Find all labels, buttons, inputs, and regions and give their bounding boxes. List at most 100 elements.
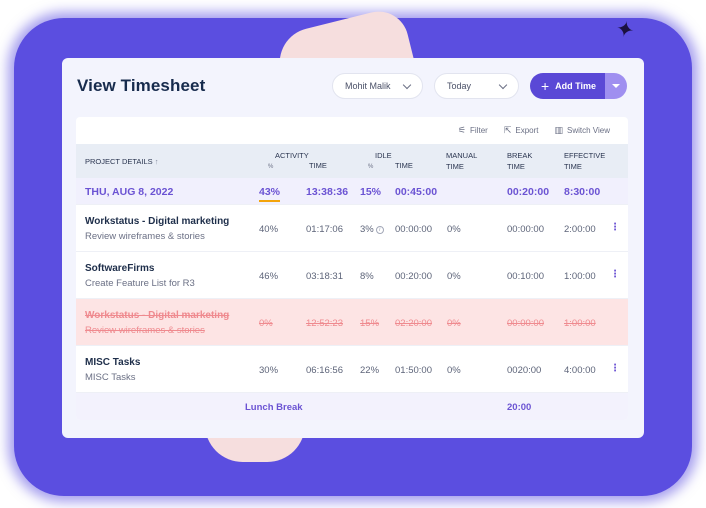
- filter-button[interactable]: ⚟ Filter: [458, 125, 488, 136]
- caret-down-icon: [612, 84, 620, 88]
- timesheet-table: ⚟ Filter ⇱ Export ▥ Switch View PROJECT …: [76, 117, 628, 420]
- activity-pct: 46%: [259, 271, 279, 282]
- break-time: 0020:00: [507, 365, 542, 376]
- summary-activity-time: 13:38:36: [306, 186, 349, 198]
- summary-idle-pct: 15%: [360, 186, 382, 198]
- more-options-icon[interactable]: ⋮: [610, 363, 620, 374]
- switch-view-button[interactable]: ▥ Switch View: [555, 125, 611, 136]
- sort-arrow-icon: ↑: [154, 157, 159, 166]
- break-time: 00:00:00: [507, 224, 544, 235]
- add-time-button-group: + Add Time: [530, 73, 627, 99]
- activity-time: 03:18:31: [306, 271, 343, 282]
- break-time: 00:10:00: [507, 271, 544, 282]
- activity-pct: 40%: [259, 224, 279, 235]
- column-idle-time: TIME: [395, 161, 413, 170]
- chevron-down-icon: [498, 80, 508, 89]
- add-time-options-button[interactable]: [605, 73, 627, 99]
- idle-pct: 15%: [360, 318, 380, 329]
- column-activity-time: TIME: [309, 161, 327, 170]
- table-row-deleted[interactable]: Workstatus - Digital marketing Review wi…: [76, 299, 628, 346]
- activity-pct: 0%: [259, 318, 273, 329]
- task-name: MISC Tasks: [85, 372, 136, 383]
- timesheet-card: View Timesheet Mohit Malik Today + Add T…: [62, 58, 644, 438]
- table-row[interactable]: SoftwareFirms Create Feature List for R3…: [76, 252, 628, 299]
- date-summary-row: THU, AUG 8, 2022 43% 13:38:36 15% 00:45:…: [76, 178, 628, 205]
- chevron-down-icon: [402, 80, 412, 89]
- activity-time: 06:16:56: [306, 365, 343, 376]
- sparkle-icon: ✦: [613, 15, 637, 44]
- idle-pct: 22%: [360, 365, 380, 376]
- user-dropdown[interactable]: Mohit Malik: [332, 73, 423, 99]
- add-time-label: Add Time: [555, 81, 597, 91]
- activity-time: 01:17:06: [306, 224, 343, 235]
- summary-break-time: 00:20:00: [507, 186, 550, 198]
- break-duration: 20:00: [507, 402, 532, 413]
- add-time-button[interactable]: + Add Time: [530, 73, 605, 99]
- table-row[interactable]: Workstatus - Digital marketing Review wi…: [76, 205, 628, 252]
- break-row[interactable]: Lunch Break 20:00: [76, 393, 628, 420]
- idle-time: 00:00:00: [395, 224, 432, 235]
- summary-effective-time: 8:30:00: [564, 186, 601, 198]
- column-label: BREAK: [507, 151, 533, 160]
- more-options-icon[interactable]: ⋮: [610, 269, 620, 280]
- idle-pct-wrap: 3% i: [360, 224, 384, 235]
- export-button[interactable]: ⇱ Export: [504, 125, 539, 136]
- effective-time: 4:00:00: [564, 365, 596, 376]
- column-label: PROJECT DETAILS: [85, 157, 153, 166]
- page-title: View Timesheet: [77, 76, 206, 95]
- summary-date: THU, AUG 8, 2022: [85, 186, 174, 198]
- break-time: 00:00:00: [507, 318, 544, 329]
- summary-idle-time: 00:45:00: [395, 186, 438, 198]
- column-label: TIME: [564, 162, 582, 171]
- column-project-details[interactable]: PROJECT DETAILS ↑: [85, 157, 159, 166]
- project-name: Workstatus - Digital marketing: [85, 310, 230, 321]
- idle-time: 01:50:00: [395, 365, 432, 376]
- activity-pct: 30%: [259, 365, 279, 376]
- user-dropdown-value: Mohit Malik: [345, 81, 391, 91]
- project-name: Workstatus - Digital marketing: [85, 216, 230, 227]
- column-label: TIME: [507, 162, 525, 171]
- more-options-icon[interactable]: ⋮: [610, 222, 620, 233]
- date-dropdown-value: Today: [447, 81, 472, 91]
- manual-time: 0%: [447, 318, 461, 329]
- column-break-time: BREAK TIME: [507, 151, 532, 171]
- idle-time: 00:20:00: [395, 271, 432, 282]
- filter-icon: ⚟: [457, 125, 467, 135]
- filter-label: Filter: [470, 126, 488, 135]
- task-name: Review wireframes & stories: [85, 325, 205, 336]
- effective-time: 1:00:00: [564, 318, 596, 329]
- table-row[interactable]: MISC Tasks MISC Tasks 30% 06:16:56 22% 0…: [76, 346, 628, 393]
- switch-view-label: Switch View: [567, 126, 610, 135]
- summary-activity-pct: 43%: [259, 186, 281, 202]
- column-activity: ACTIVITY: [275, 151, 309, 160]
- export-icon: ⇱: [503, 125, 512, 135]
- task-name: Create Feature List for R3: [85, 278, 195, 289]
- column-activity-pct: %: [268, 164, 274, 170]
- manual-time: 0%: [447, 365, 461, 376]
- bar-chart-icon: ▥: [554, 125, 564, 135]
- column-idle-pct: %: [368, 164, 374, 170]
- export-label: Export: [515, 126, 539, 135]
- column-label: TIME: [446, 162, 464, 171]
- column-manual-time: MANUAL TIME: [446, 151, 477, 171]
- plus-icon: +: [540, 78, 550, 94]
- date-range-dropdown[interactable]: Today: [434, 73, 519, 99]
- project-name: MISC Tasks: [85, 357, 141, 368]
- info-icon[interactable]: i: [375, 226, 384, 234]
- table-header: PROJECT DETAILS ↑ ACTIVITY % TIME IDLE %…: [76, 144, 628, 178]
- effective-time: 1:00:00: [564, 271, 596, 282]
- idle-pct: 8%: [360, 271, 374, 282]
- task-name: Review wireframes & stories: [85, 231, 205, 242]
- column-label: EFFECTIVE: [564, 151, 606, 160]
- manual-time: 0%: [447, 224, 461, 235]
- effective-time: 2:00:00: [564, 224, 596, 235]
- activity-time: 12:52:23: [306, 318, 343, 329]
- project-name: SoftwareFirms: [85, 263, 155, 274]
- idle-time: 02:20:00: [395, 318, 432, 329]
- column-effective-time: EFFECTIVE TIME: [564, 151, 605, 171]
- column-label: MANUAL: [446, 151, 478, 160]
- table-toolbar: ⚟ Filter ⇱ Export ▥ Switch View: [76, 117, 628, 144]
- column-idle: IDLE: [375, 151, 392, 160]
- idle-pct: 3%: [360, 224, 374, 235]
- break-label: Lunch Break: [245, 402, 303, 413]
